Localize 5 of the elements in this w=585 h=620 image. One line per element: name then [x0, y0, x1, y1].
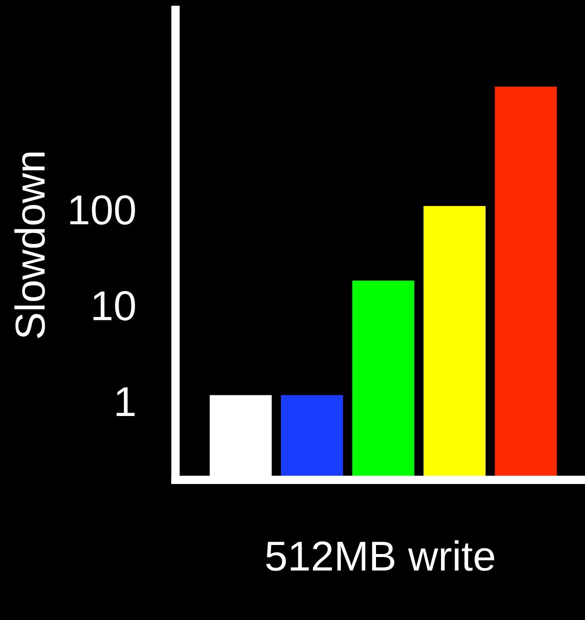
y-tick-label: 1 [116, 387, 135, 416]
x-axis-title: 512MB write [266, 540, 494, 571]
y-tick-label: 100 [70, 195, 135, 225]
y-tick-label: 10 [93, 291, 135, 321]
y-axis-title: Slowdown [14, 152, 45, 338]
